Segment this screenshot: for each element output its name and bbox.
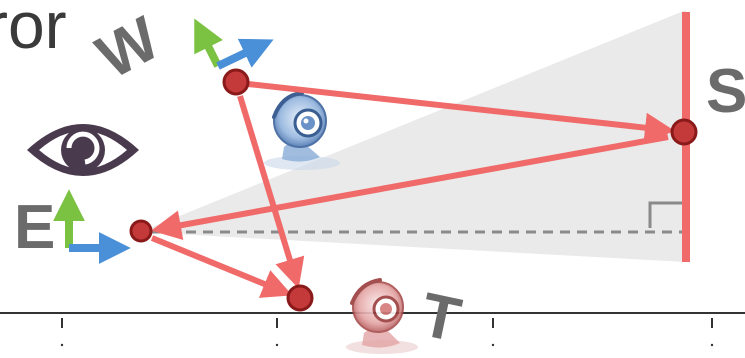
- point-w: [222, 68, 250, 96]
- point-t: [286, 284, 314, 312]
- vector-e-to-t: [150, 235, 293, 298]
- webcam-icon: [264, 91, 340, 170]
- label-w: W: [86, 4, 170, 93]
- view-frustum: [140, 10, 686, 262]
- vector-s-to-e: [151, 134, 669, 241]
- label-t: T: [415, 280, 467, 355]
- world-frame-axes: [194, 18, 274, 70]
- label-s: S: [706, 57, 745, 126]
- point-s: [670, 118, 698, 146]
- label-e: E: [14, 193, 55, 262]
- ground-tick-dots: [60, 343, 714, 347]
- point-e: [129, 219, 153, 243]
- right-angle-marker: [648, 201, 684, 228]
- eye-icon: [27, 124, 139, 176]
- ground-ticks: [61, 318, 713, 328]
- webcam-icon-red: [346, 278, 418, 354]
- eye-frame-axes: [53, 189, 131, 264]
- vector-w-to-s: [247, 81, 675, 143]
- vector-w-to-t: [237, 95, 305, 289]
- title-fragment: ror: [0, 0, 67, 62]
- transform-vectors: [150, 81, 675, 298]
